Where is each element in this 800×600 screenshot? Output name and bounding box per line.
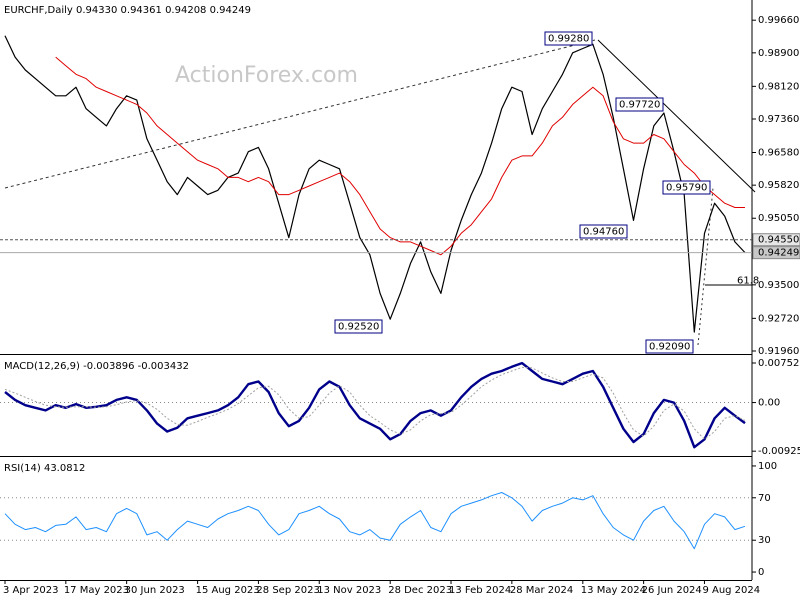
annotation-box [544, 31, 593, 46]
y-tick-label: 0.95050 [758, 213, 799, 224]
watermark: ActionForex.com [175, 63, 358, 88]
x-tick-label: 28 Sep 2023 [256, 585, 319, 596]
price-label-box [752, 233, 800, 247]
trend-line [597, 39, 756, 193]
series-line [55, 56, 745, 256]
annotation-box [615, 97, 664, 112]
y-tick-label: 30 [758, 535, 771, 546]
series-line [4, 361, 746, 449]
annotation: 0.92090 [649, 342, 690, 353]
annotation-box [662, 180, 711, 195]
annotation-box [334, 319, 383, 334]
panel-title: MACD(12,26,9) -0.003896 -0.003432 [4, 361, 189, 372]
trend-line [4, 39, 596, 189]
x-tick-label: 9 Aug 2024 [702, 585, 760, 596]
panel-title: RSI(14) 43.0812 [4, 463, 85, 474]
annotation: 0.92520 [338, 322, 379, 333]
y-tick-label: 0.99660 [758, 15, 799, 26]
y-tick-label: 70 [758, 493, 771, 504]
annotation-box [579, 224, 628, 239]
x-tick-label: 13 Nov 2023 [317, 585, 381, 596]
x-tick-label: 17 May 2023 [64, 585, 129, 596]
annotation: 0.94760 [583, 227, 624, 238]
x-tick-label: 13 Feb 2024 [449, 585, 511, 596]
annotation: 0.97720 [619, 100, 660, 111]
x-tick-label: 28 Mar 2024 [510, 585, 573, 596]
y-tick-label: 100 [758, 461, 777, 472]
series-line [4, 366, 746, 440]
annotation: 0.99280 [548, 34, 589, 45]
y-tick-label: 0.007526 [758, 358, 800, 369]
x-tick-label: 26 Jun 2024 [642, 585, 702, 596]
y-tick-label: 0 [758, 567, 764, 578]
annotation-box [645, 339, 694, 354]
price-label: 0.94249 [758, 248, 799, 259]
y-tick-label: 0.96580 [758, 148, 799, 159]
annotation: 0.95790 [666, 183, 707, 194]
price-label-box [752, 246, 800, 260]
y-tick-label: 0.98120 [758, 81, 799, 92]
y-tick-label: 0.95820 [758, 180, 799, 191]
y-tick-label: 0.98900 [758, 48, 799, 59]
series-line [4, 492, 746, 550]
y-tick-label: 0.91960 [758, 346, 799, 357]
annotation: 61.8 [737, 276, 759, 287]
y-tick-label: 0.00 [758, 398, 780, 409]
price-label: 0.94550 [758, 235, 799, 246]
x-tick-label: 28 Dec 2023 [388, 585, 452, 596]
y-tick-label: -0.009252 [758, 446, 800, 457]
y-tick-label: 0.92720 [758, 313, 799, 324]
x-tick-label: 30 Jun 2023 [125, 585, 185, 596]
y-tick-label: 0.97360 [758, 114, 799, 125]
x-tick-label: 15 Aug 2023 [196, 585, 260, 596]
y-tick-label: 0.93500 [758, 280, 799, 291]
x-tick-label: 13 May 2024 [581, 585, 646, 596]
panel-title: EURCHF,Daily 0.94330 0.94361 0.94208 0.9… [4, 5, 251, 16]
x-tick-label: 3 Apr 2023 [3, 585, 58, 596]
series-line [4, 35, 746, 333]
